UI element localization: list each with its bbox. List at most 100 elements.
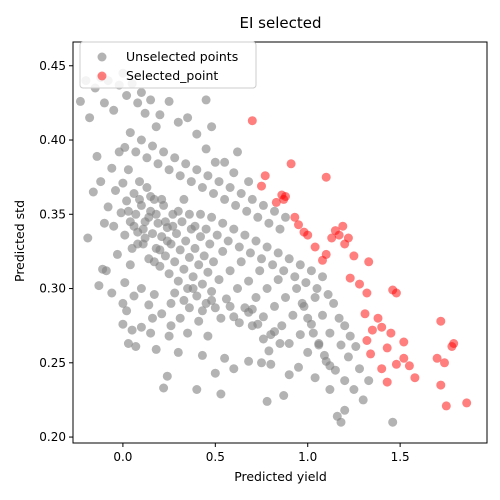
unselected-point [135, 177, 144, 186]
unselected-point [292, 284, 301, 293]
y-axis-ticks: 0.20 0.25 0.30 0.35 0.40 0.45 [39, 59, 73, 444]
unselected-point [235, 318, 244, 327]
unselected-point [202, 225, 211, 234]
unselected-point [185, 253, 194, 262]
unselected-point [142, 183, 151, 192]
unselected-point [309, 329, 318, 338]
unselected-point [268, 260, 277, 269]
chart-title: EI selected [240, 14, 322, 32]
unselected-point [252, 293, 261, 302]
unselected-point [205, 240, 214, 249]
unselected-point [318, 272, 327, 281]
unselected-point [220, 195, 229, 204]
unselected-point [226, 183, 235, 192]
unselected-point [301, 278, 310, 287]
unselected-point [192, 130, 201, 139]
selected-point [362, 336, 371, 345]
unselected-point [303, 348, 312, 357]
unselected-point [220, 158, 229, 167]
unselected-point [364, 376, 373, 385]
unselected-point [226, 266, 235, 275]
unselected-point [179, 195, 188, 204]
unselected-point [285, 370, 294, 379]
unselected-point [218, 219, 227, 228]
unselected-point [213, 231, 222, 240]
unselected-point [76, 97, 85, 106]
x-tick-label: 1.5 [391, 450, 410, 464]
unselected-point [198, 306, 207, 315]
unselected-point [124, 165, 133, 174]
selected-point [462, 398, 471, 407]
unselected-point [209, 257, 218, 266]
unselected-point [137, 323, 146, 332]
unselected-point [340, 376, 349, 385]
unselected-point [248, 195, 257, 204]
unselected-point [120, 143, 129, 152]
unselected-point [185, 210, 194, 219]
unselected-point [154, 219, 163, 228]
unselected-point [270, 327, 279, 336]
selected-point [383, 378, 392, 387]
unselected-point [152, 122, 161, 131]
unselected-point [144, 300, 153, 309]
unselected-point [307, 266, 316, 275]
unselected-point [170, 257, 179, 266]
unselected-point [294, 363, 303, 372]
unselected-point [263, 284, 272, 293]
unselected-point [253, 213, 262, 222]
unselected-point [237, 257, 246, 266]
unselected-point [126, 260, 135, 269]
selected-point [386, 329, 395, 338]
unselected-point [196, 232, 205, 241]
unselected-point [185, 303, 194, 312]
unselected-point [131, 147, 140, 156]
unselected-point [146, 192, 155, 201]
unselected-point [266, 360, 275, 369]
x-tick-label: 0.0 [113, 450, 132, 464]
unselected-point [170, 153, 179, 162]
unselected-point [111, 186, 120, 195]
selected-point [440, 358, 449, 367]
unselected-point [100, 219, 109, 228]
unselected-point [224, 237, 233, 246]
x-axis-label: Predicted yield [234, 469, 327, 484]
unselected-point [340, 321, 349, 330]
unselected-point [163, 237, 172, 246]
selected-point [349, 251, 358, 260]
unselected-point [179, 296, 188, 305]
unselected-point [298, 299, 307, 308]
y-tick-label: 0.45 [39, 59, 66, 73]
unselected-point [351, 342, 360, 351]
unselected-point [113, 250, 122, 259]
unselected-point [122, 196, 131, 205]
unselected-point [264, 346, 273, 355]
unselected-point [211, 158, 220, 167]
unselected-point [155, 110, 164, 119]
unselected-point [207, 287, 216, 296]
y-tick-label: 0.20 [39, 430, 66, 444]
unselected-point [279, 266, 288, 275]
unselected-point [209, 189, 218, 198]
unselected-point [207, 122, 216, 131]
unselected-point [109, 222, 118, 231]
unselected-point [255, 266, 264, 275]
unselected-point [237, 189, 246, 198]
unselected-point [137, 284, 146, 293]
unselected-point [181, 237, 190, 246]
unselected-point [324, 290, 333, 299]
unselected-point [252, 237, 261, 246]
unselected-point [159, 147, 168, 156]
unselected-point [176, 171, 185, 180]
selected-point [449, 339, 458, 348]
unselected-point [133, 240, 142, 249]
selected-point [335, 231, 344, 240]
unselected-point [170, 289, 179, 298]
legend-marker-selected [98, 72, 107, 81]
legend-label-selected: Selected_point [126, 68, 218, 83]
unselected-point [174, 277, 183, 286]
unselected-point [122, 306, 131, 315]
y-axis-label: Predicted std [12, 200, 27, 282]
unselected-point [229, 225, 238, 234]
selected-point [374, 314, 383, 323]
legend-label-unselected: Unselected points [126, 49, 238, 64]
